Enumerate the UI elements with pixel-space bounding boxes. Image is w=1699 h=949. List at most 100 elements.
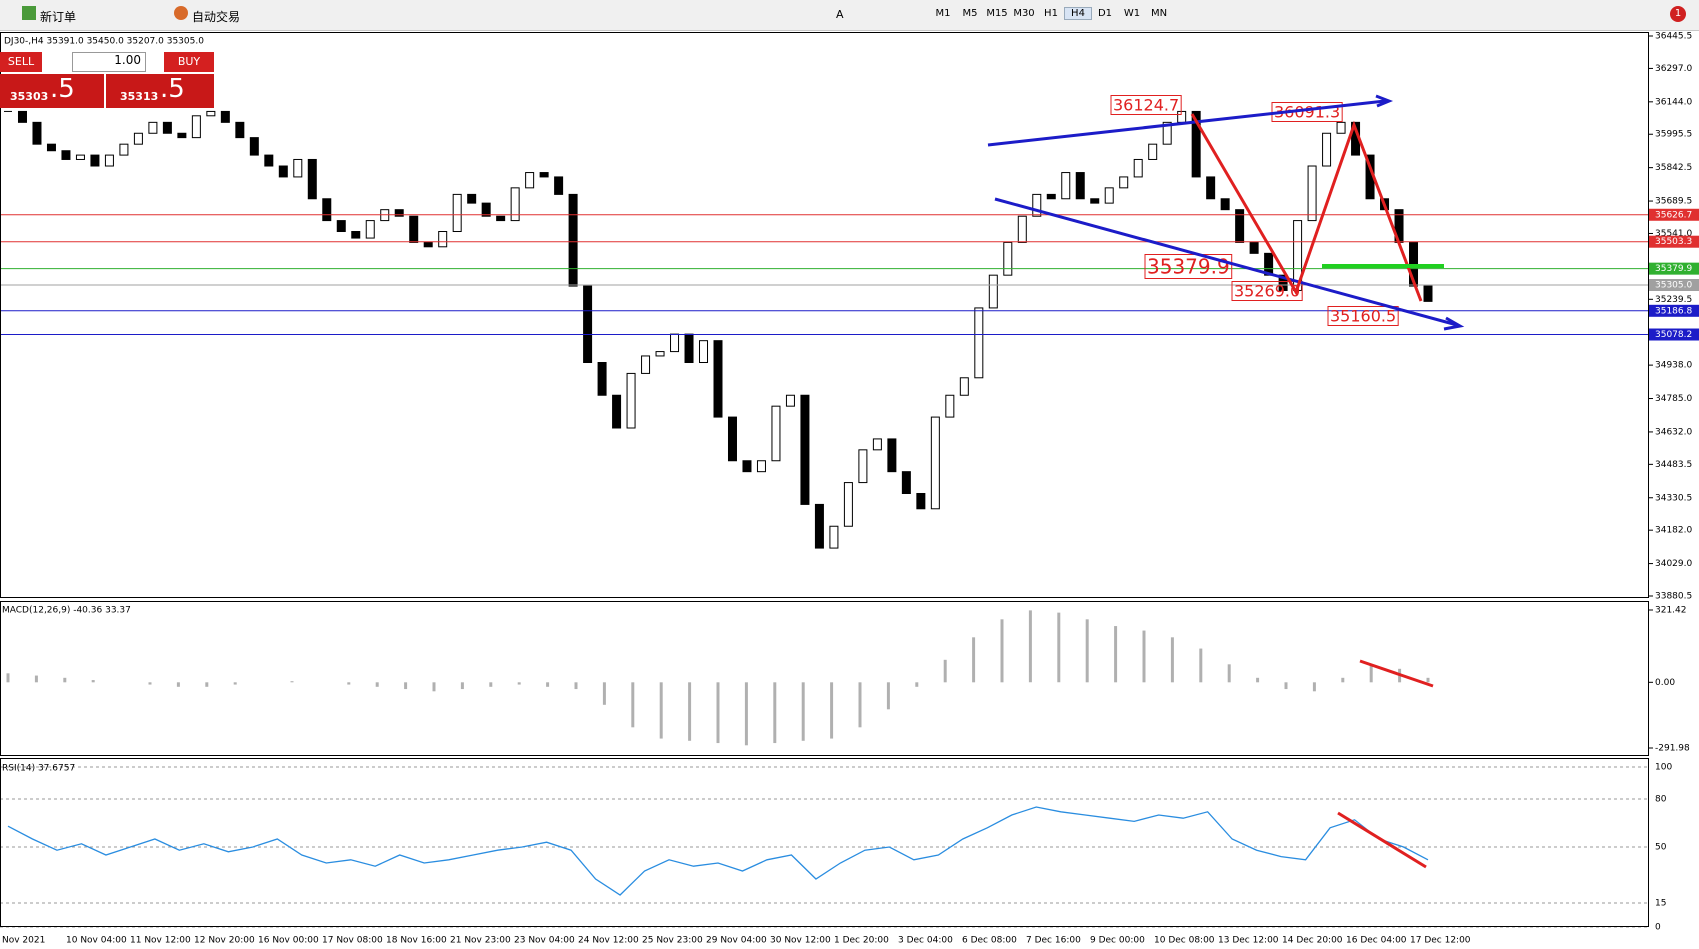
price-label: 35239.5 — [1655, 295, 1692, 305]
candle — [191, 115, 201, 139]
price-label: 35842.5 — [1655, 163, 1692, 173]
rsi-axis-label: 50 — [1655, 843, 1667, 853]
price-annotation: 35160.5 — [1330, 307, 1396, 326]
arrowhead — [1443, 316, 1465, 331]
buy-button[interactable]: BUY — [164, 52, 214, 72]
notification-badge[interactable]: 1 — [1670, 6, 1686, 22]
candle — [655, 351, 665, 357]
candle — [814, 503, 824, 549]
rsi-arrow — [1337, 811, 1427, 869]
candle — [901, 471, 911, 494]
candle — [61, 150, 71, 160]
time-label: 10 Dec 08:00 — [1154, 936, 1215, 946]
ask-box[interactable]: 35313 .5 — [106, 74, 214, 108]
candle — [930, 416, 940, 510]
time-label: 12 Nov 20:00 — [194, 936, 255, 946]
price-label: 34785.0 — [1655, 394, 1692, 404]
new-order-icon[interactable] — [22, 6, 36, 20]
time-label: 6 Dec 08:00 — [962, 936, 1017, 946]
candle — [119, 143, 129, 156]
candle — [133, 132, 143, 145]
candle — [307, 158, 317, 200]
candle — [1046, 193, 1056, 200]
timeframe-button[interactable]: MN — [1150, 8, 1168, 19]
candle — [278, 165, 288, 178]
candle — [1032, 193, 1042, 217]
timeframe-button[interactable]: W1 — [1123, 8, 1141, 19]
candle — [684, 333, 694, 364]
candle — [1133, 158, 1143, 178]
candle — [756, 460, 766, 473]
candle — [843, 482, 853, 527]
time-label: 23 Nov 04:00 — [514, 936, 575, 946]
bid-box[interactable]: 35303 .5 — [0, 74, 104, 108]
timeframe-button[interactable]: D1 — [1097, 8, 1113, 19]
candle — [742, 460, 752, 473]
candle — [727, 416, 737, 462]
timeframe-button[interactable]: M1 — [935, 8, 951, 19]
time-label: 29 Nov 04:00 — [706, 936, 767, 946]
wave-line — [1190, 113, 1423, 302]
candle — [554, 176, 564, 195]
time-label: 16 Nov 00:00 — [258, 936, 319, 946]
candle — [336, 220, 346, 233]
candle — [1322, 132, 1332, 167]
timeframe-button[interactable]: M30 — [1013, 8, 1035, 19]
candle — [104, 154, 114, 167]
macd-axis-label: 0.00 — [1655, 678, 1675, 688]
timeframe-button[interactable]: M15 — [986, 8, 1008, 19]
rsi-frame — [0, 758, 1649, 927]
time-label: 9 Dec 00:00 — [1090, 936, 1145, 946]
time-label: 24 Nov 12:00 — [578, 936, 639, 946]
candle — [612, 394, 622, 429]
annotation-box — [1231, 281, 1303, 301]
candle — [1220, 198, 1230, 211]
macd-axis-label: -291.98 — [1655, 744, 1690, 754]
candle — [974, 307, 984, 379]
sell-button[interactable]: SELL — [0, 52, 42, 72]
price-label: 35995.5 — [1655, 130, 1692, 140]
price-label: 36297.0 — [1655, 64, 1692, 74]
level-tag — [1649, 208, 1699, 221]
candle — [945, 394, 955, 418]
level-label: 35379.9 — [1655, 264, 1692, 274]
auto-trade-icon[interactable] — [174, 6, 188, 20]
candle — [409, 215, 419, 243]
timeframe-button[interactable]: H4 — [1064, 7, 1092, 20]
candle — [988, 274, 998, 309]
macd-arrow — [1359, 659, 1434, 688]
candle — [32, 121, 42, 145]
candle — [785, 394, 795, 407]
ask-main: 35313 — [120, 90, 159, 103]
time-label: 17 Nov 08:00 — [322, 936, 383, 946]
candle — [1278, 274, 1288, 291]
time-label: 11 Nov 12:00 — [130, 936, 191, 946]
symbol-info: DJ30-,H4 35391.0 35450.0 35207.0 35305.0 — [4, 37, 204, 47]
arrowhead — [1375, 94, 1394, 108]
auto-trade-button[interactable]: 自动交易 — [192, 10, 241, 24]
candle — [206, 110, 216, 117]
candle — [467, 193, 477, 204]
candle — [496, 215, 506, 222]
price-label: 34483.5 — [1655, 460, 1692, 470]
candle — [525, 172, 535, 189]
annotation-box — [1144, 254, 1233, 279]
candle — [1191, 110, 1201, 178]
volume-input[interactable]: 1.00 — [72, 52, 146, 72]
macd-label: MACD(12,26,9) -40.36 33.37 — [2, 606, 131, 616]
ask-frac: .5 — [160, 74, 185, 104]
timeframe-button[interactable]: M5 — [962, 8, 978, 19]
timeframes: M1 M5 M15 M30 H1 H4 D1 W1 MN — [930, 0, 1170, 30]
candle — [1104, 187, 1114, 204]
level-label: 35503.3 — [1655, 237, 1692, 247]
candle — [1423, 285, 1433, 302]
candle — [423, 241, 433, 248]
text-tool[interactable]: A — [836, 8, 844, 21]
rsi-line — [7, 806, 1429, 896]
new-order-button[interactable]: 新订单 — [40, 10, 77, 24]
price-label: 36144.0 — [1655, 97, 1692, 107]
candle — [235, 121, 245, 139]
timeframe-button[interactable]: H1 — [1044, 8, 1058, 19]
candle — [148, 121, 158, 134]
toolbar: 新订单 自动交易 A M1 M5 M15 M30 H1 H4 D1 W1 MN 1 — [0, 0, 1699, 31]
